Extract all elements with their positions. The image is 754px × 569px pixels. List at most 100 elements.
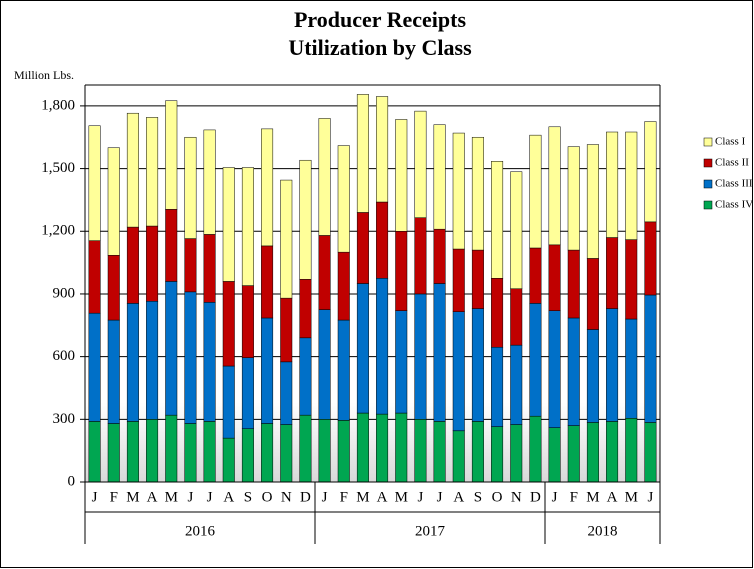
bar-segment xyxy=(280,179,293,299)
x-tick-label: J xyxy=(552,489,558,505)
bar-segment xyxy=(452,248,465,312)
bar-segment xyxy=(280,297,293,363)
x-tick-label: A xyxy=(607,489,618,505)
bar-segment xyxy=(414,110,427,218)
bar-segment xyxy=(433,228,446,284)
legend-label: Class II xyxy=(715,157,749,169)
x-tick-label: A xyxy=(377,489,388,505)
bar-segment xyxy=(337,319,350,421)
legend-label: Class I xyxy=(715,136,746,148)
bar-segment xyxy=(337,145,350,253)
x-tick-label: N xyxy=(511,489,522,505)
x-tick-label: M xyxy=(356,489,369,505)
bar-segment xyxy=(261,128,274,247)
y-tick-label: 900 xyxy=(53,285,76,301)
bar-segment xyxy=(165,209,178,282)
bar-segment xyxy=(471,308,484,422)
bar-segment xyxy=(203,421,216,483)
bar-segment xyxy=(586,144,599,259)
chart-subtitle: Utilization by Class xyxy=(288,35,472,60)
bar-segment xyxy=(395,231,408,311)
bar-segment xyxy=(452,430,465,483)
y-tick-label: 300 xyxy=(53,411,76,427)
bar-segment xyxy=(222,167,235,282)
x-tick-label: F xyxy=(340,489,348,505)
x-tick-label: O xyxy=(492,489,503,505)
bar-segment xyxy=(88,240,101,314)
plot-area xyxy=(85,85,660,482)
bar-segment xyxy=(146,301,159,420)
bar-segment xyxy=(261,317,274,424)
bar-segment xyxy=(184,423,197,483)
bar-segment xyxy=(567,146,580,251)
bar-segment xyxy=(625,318,638,419)
bar-segment xyxy=(471,136,484,251)
bar-segment xyxy=(107,147,120,256)
y-tick-label: 1,800 xyxy=(41,97,75,113)
y-tick-label: 1,500 xyxy=(41,160,75,176)
bar-segment xyxy=(318,118,331,236)
legend-swatch xyxy=(703,179,713,189)
x-tick-label: A xyxy=(453,489,464,505)
x-tick-label: D xyxy=(530,489,541,505)
x-tick-label: M xyxy=(586,489,599,505)
bar-segment xyxy=(126,303,139,422)
bar-segment xyxy=(433,124,446,230)
bar-segment xyxy=(126,226,139,304)
bar-segment xyxy=(184,238,197,293)
bar-segment xyxy=(529,247,542,304)
bar-segment xyxy=(299,337,312,416)
bar-segment xyxy=(299,159,312,280)
x-group-label: 2016 xyxy=(185,523,216,539)
bar-segment xyxy=(184,291,197,424)
bar-segment xyxy=(318,309,331,420)
x-tick-label: S xyxy=(474,489,482,505)
bar-segment xyxy=(280,424,293,483)
bar-segment xyxy=(261,423,274,483)
bar-segment xyxy=(644,422,657,483)
bar-segment xyxy=(625,418,638,483)
bar-segment xyxy=(471,249,484,309)
bar-segment xyxy=(548,126,561,246)
bar-segment xyxy=(606,308,619,422)
bar-segment xyxy=(606,131,619,238)
bar-segment xyxy=(126,112,139,228)
bar-segment xyxy=(414,293,427,420)
x-tick-label: M xyxy=(165,489,178,505)
bar-segment xyxy=(107,255,120,321)
bar-segment xyxy=(126,421,139,483)
x-tick-label: M xyxy=(395,489,408,505)
bar-segment xyxy=(376,413,389,483)
x-tick-label: N xyxy=(281,489,292,505)
x-tick-label: J xyxy=(437,489,443,505)
bar-segment xyxy=(395,310,408,414)
bar-segment xyxy=(414,419,427,483)
bar-segment xyxy=(356,412,369,483)
bar-segment xyxy=(491,426,504,483)
y-tick-label: 600 xyxy=(53,348,76,364)
bar-segment xyxy=(203,129,216,235)
bar-segment xyxy=(222,281,235,367)
x-tick-label: M xyxy=(126,489,139,505)
bar-segment xyxy=(241,428,254,483)
bar-segment xyxy=(318,235,331,310)
x-tick-label: O xyxy=(262,489,273,505)
x-tick-label: J xyxy=(92,489,98,505)
bar-segment xyxy=(567,425,580,483)
bar-segment xyxy=(548,310,561,428)
bar-segment xyxy=(510,424,523,483)
bar-segment xyxy=(241,357,254,429)
bar-segment xyxy=(356,212,369,284)
bar-segment xyxy=(395,119,408,232)
bar-segment xyxy=(261,245,274,319)
x-tick-label: D xyxy=(300,489,311,505)
bar-segment xyxy=(471,421,484,483)
bar-segment xyxy=(165,414,178,483)
bar-segment xyxy=(165,281,178,416)
x-tick-label: A xyxy=(223,489,234,505)
x-tick-label: A xyxy=(147,489,158,505)
legend-swatch xyxy=(703,158,713,168)
bar-segment xyxy=(107,423,120,483)
bar-segment xyxy=(567,317,580,426)
